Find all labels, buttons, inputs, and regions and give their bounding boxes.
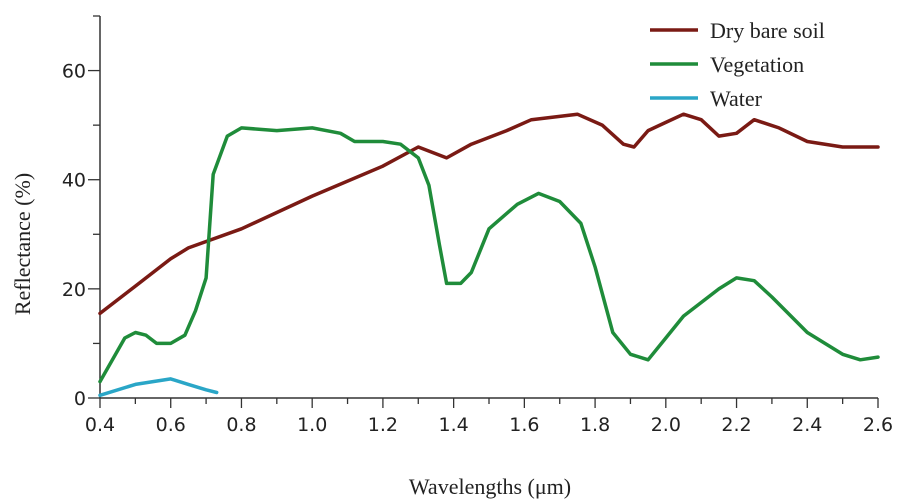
y-tick-label: 0 (74, 388, 86, 410)
x-tick-label: 0.6 (156, 414, 186, 436)
x-tick-label: 0.4 (85, 414, 115, 436)
x-tick-label: 2.6 (863, 414, 893, 436)
y-axis-title: Reflectance (%) (10, 173, 35, 315)
x-tick-label: 2.4 (792, 414, 822, 436)
x-tick-label: 1.2 (368, 414, 398, 436)
series-line-water (98, 377, 219, 398)
legend: Dry bare soil Vegetation Water (650, 18, 825, 111)
x-tick-label: 1.6 (509, 414, 539, 436)
x-axis-title: Wavelengths (μm) (409, 474, 571, 499)
legend-label: Vegetation (710, 52, 804, 77)
x-tick-label: 1.4 (439, 414, 469, 436)
x-tick-label: 0.8 (226, 414, 256, 436)
y-tick-label: 60 (62, 61, 86, 83)
legend-label: Dry bare soil (710, 18, 825, 43)
legend-label: Water (710, 86, 763, 111)
y-tick-label: 40 (62, 170, 86, 192)
x-tick-label: 2.2 (721, 414, 751, 436)
series-line-vegetation (98, 126, 880, 384)
axes: 0 20 40 60 0.4 0.6 0.8 1.0 1.2 1.4 1.6 1.8 2.0 2.2 2.4… (62, 15, 893, 436)
x-tick-label: 1.8 (580, 414, 610, 436)
y-tick-label: 20 (62, 279, 86, 301)
x-tick-label: 1.0 (297, 414, 327, 436)
x-tick-label: 2.0 (651, 414, 681, 436)
series-layer (98, 112, 880, 398)
series-line-dry-bare-soil (98, 112, 880, 316)
